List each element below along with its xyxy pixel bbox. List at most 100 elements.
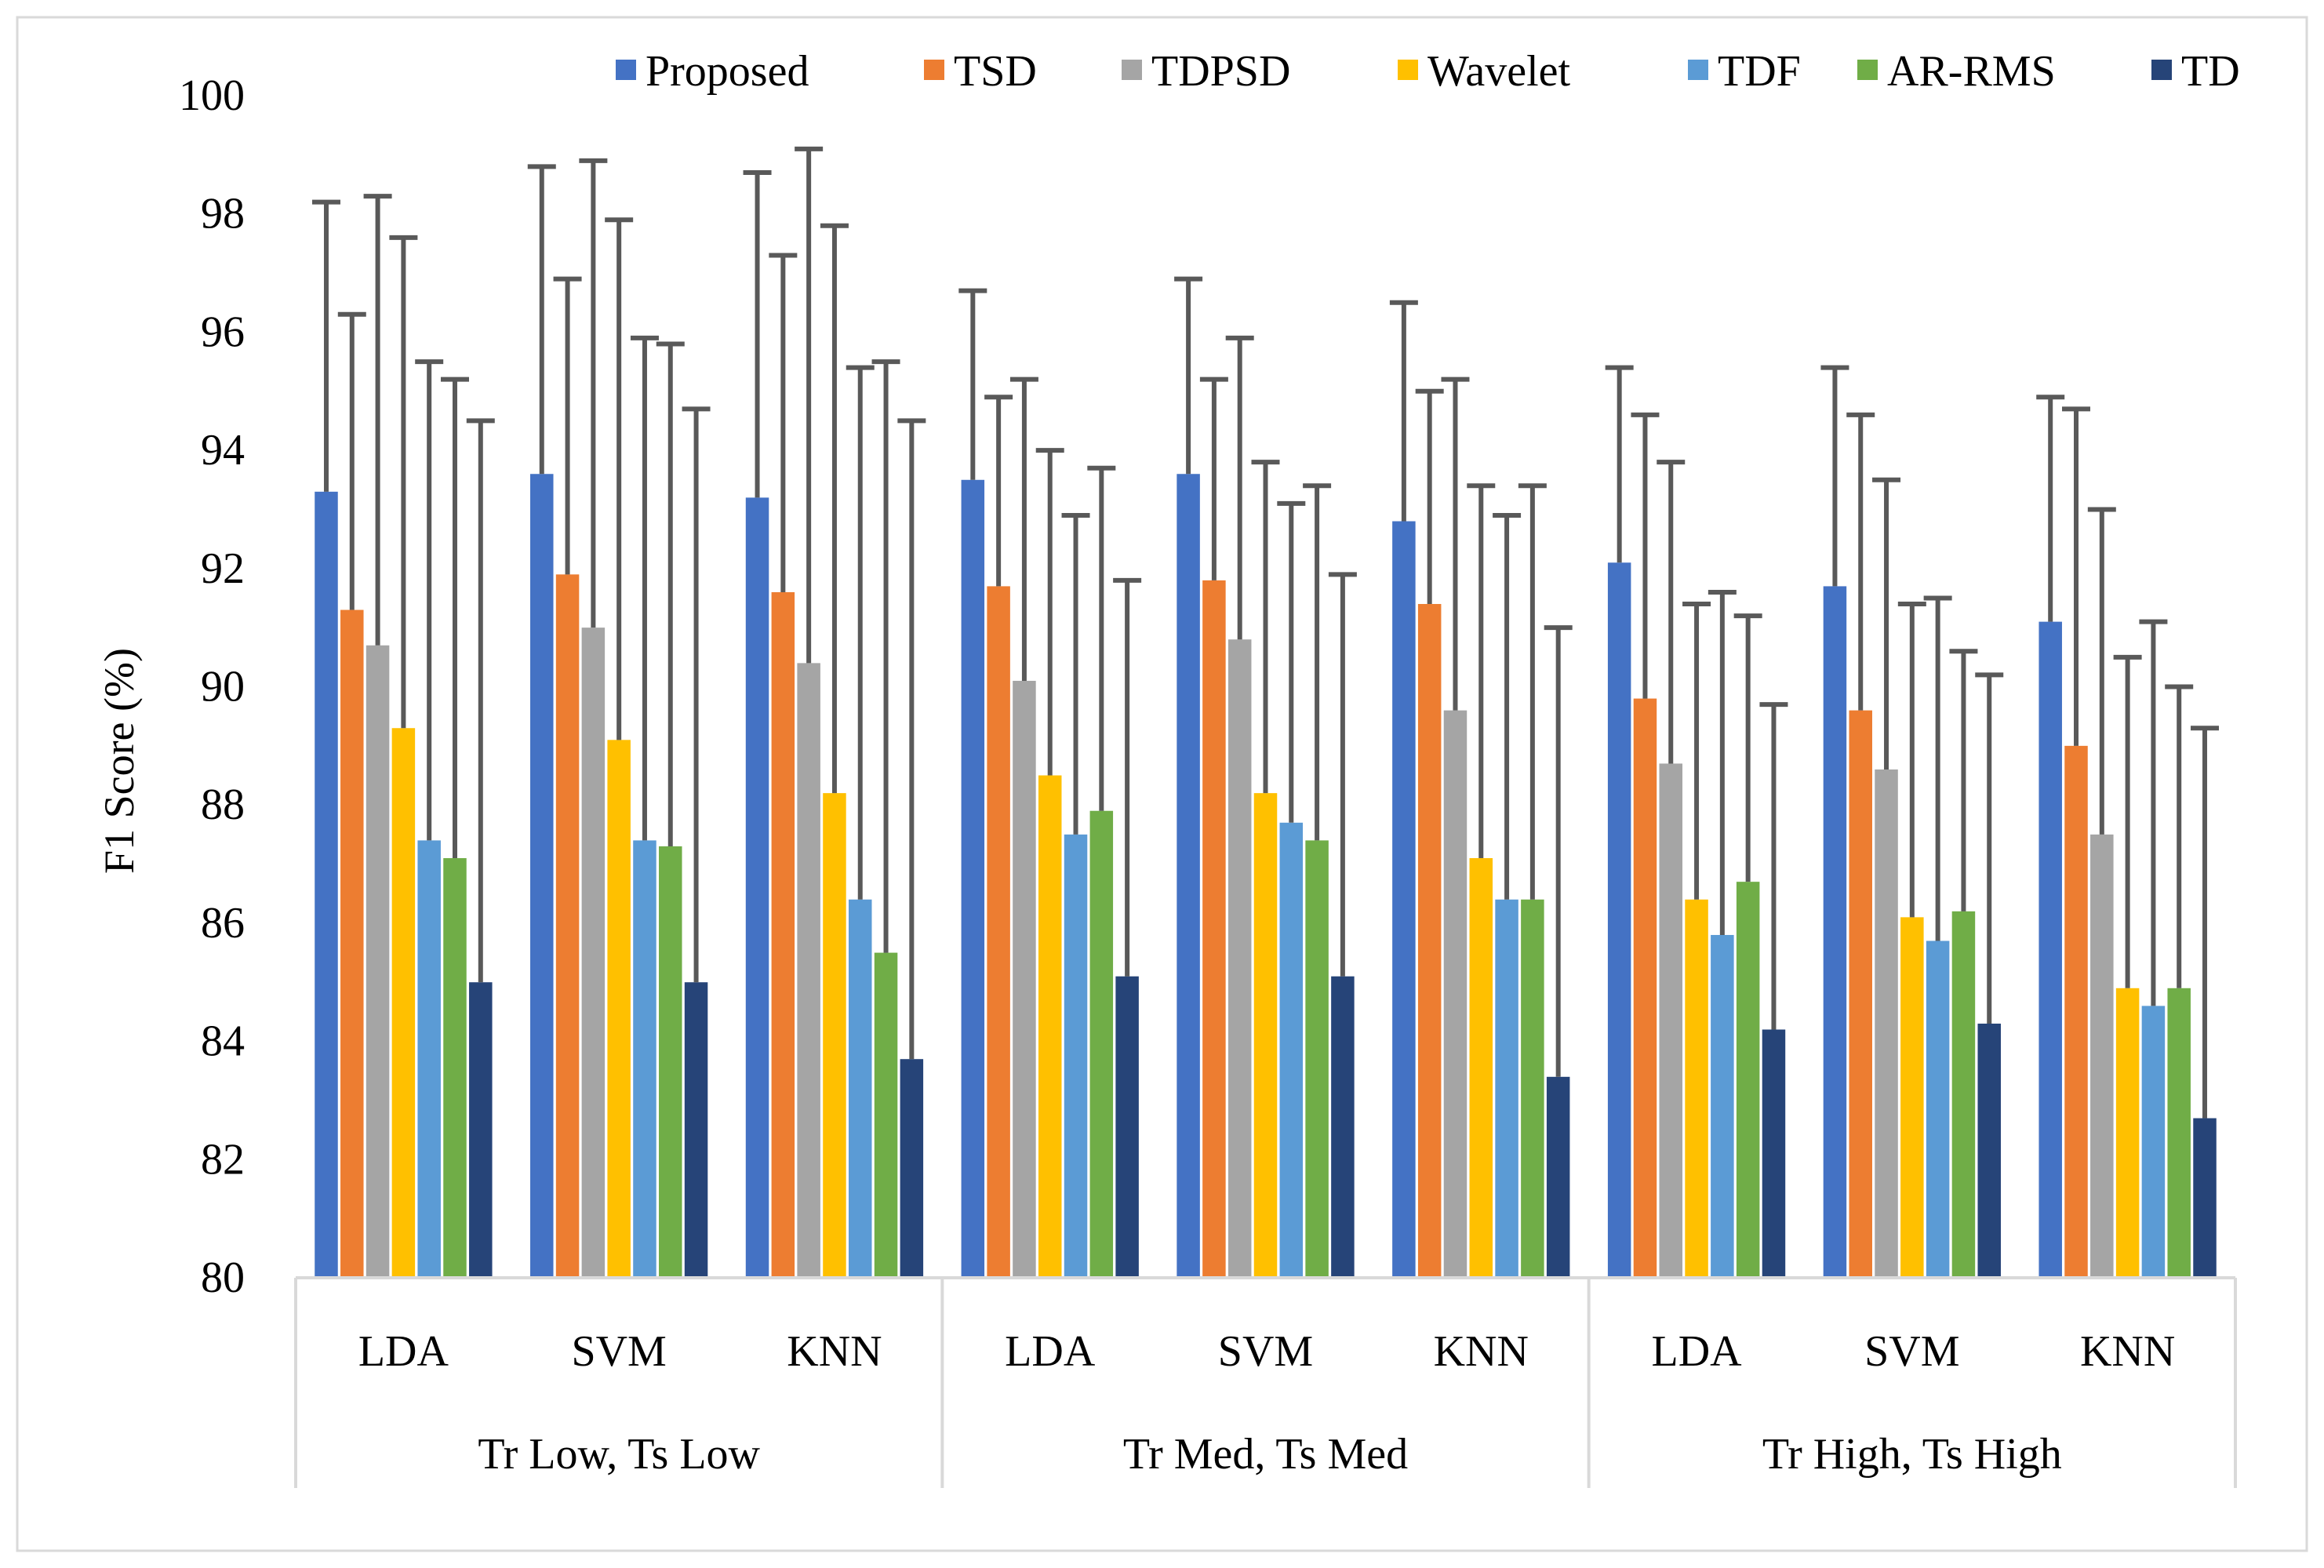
bar-tdpsd	[1013, 680, 1036, 1278]
bar-ar-rms	[1736, 882, 1760, 1278]
bar-tdpsd	[581, 628, 606, 1278]
bar-td	[1546, 1076, 1570, 1278]
bar-ar-rms	[659, 846, 682, 1278]
bar-tdf	[1495, 899, 1518, 1278]
x-tick-label: KNN	[2080, 1327, 2175, 1376]
error-bar	[1518, 483, 1547, 900]
bar-td	[1331, 976, 1355, 1278]
error-bar	[440, 377, 469, 859]
error-bar	[820, 223, 849, 794]
legend-label: TSD	[954, 47, 1037, 96]
y-tick-label: 98	[201, 190, 245, 238]
error-bar	[1277, 500, 1306, 823]
y-tick-label: 96	[201, 307, 245, 356]
error-bar	[1174, 276, 1203, 475]
error-bar	[1605, 365, 1634, 563]
legend-swatch	[1688, 60, 1708, 80]
error-bar	[2113, 654, 2142, 988]
error-bar	[682, 406, 711, 983]
x-tick-label: SVM	[1218, 1327, 1313, 1376]
bar-proposed	[1177, 474, 1200, 1278]
error-bar	[897, 418, 926, 1060]
error-bar	[527, 164, 556, 475]
legend-item: TD	[2151, 47, 2240, 96]
error-bar	[1009, 377, 1038, 681]
y-tick-label: 86	[201, 899, 245, 948]
x-group-label: Tr High, Ts High	[1762, 1430, 2062, 1479]
bar-tsd	[987, 586, 1010, 1278]
x-tick-label: LDA	[1005, 1327, 1096, 1376]
x-tick-label: SVM	[571, 1327, 666, 1376]
y-tick-label: 100	[179, 71, 245, 120]
bar-tsd	[555, 574, 580, 1278]
legend-item: TDPSD	[1122, 47, 1290, 96]
error-bar	[743, 169, 772, 498]
bar-proposed	[1607, 562, 1631, 1278]
legend-item: Wavelet	[1398, 47, 1570, 96]
bar-wavelet	[823, 793, 846, 1278]
legend-item: AR-RMS	[1857, 47, 2056, 96]
y-axis: 80 82 84 86 88 90 92 94 96 98 100	[179, 71, 245, 1302]
bar-ar-rms	[1951, 911, 1976, 1278]
bar-td	[1762, 1029, 1786, 1278]
bar-proposed	[530, 474, 554, 1278]
error-bar	[1467, 483, 1496, 859]
error-bar	[1897, 602, 1926, 918]
bar-tsd	[1202, 580, 1226, 1278]
bar-tdf	[2141, 1006, 2166, 1278]
error-bar	[311, 199, 340, 492]
legend-item: TDF	[1688, 47, 1801, 96]
error-bar	[871, 359, 900, 953]
error-bar	[1061, 512, 1090, 835]
error-bar	[579, 158, 608, 628]
error-bar	[1251, 460, 1280, 794]
bar-tdf	[848, 899, 872, 1278]
bar-tsd	[1417, 604, 1442, 1278]
bar-tdpsd	[1443, 710, 1468, 1278]
error-bar	[846, 365, 875, 900]
legend-label: TDF	[1718, 47, 1801, 96]
bar-tdpsd	[1659, 763, 1683, 1278]
x-tick-label: SVM	[1864, 1327, 1959, 1376]
bar-ar-rms	[2167, 988, 2191, 1278]
error-bar	[795, 146, 824, 664]
error-bar	[1733, 613, 1762, 882]
error-bar	[958, 288, 987, 480]
error-bar	[769, 253, 798, 592]
bar-tsd	[1849, 710, 1872, 1278]
error-bar	[337, 311, 366, 610]
error-bar	[2036, 395, 2065, 622]
x-axis: LDA SVM KNN LDA SVM KNN LDA SVM KNN Tr Low, Ts Lo…	[294, 1276, 2237, 1488]
bar-proposed	[745, 497, 769, 1278]
bar-ar-rms	[443, 858, 467, 1278]
bar-wavelet	[1038, 775, 1062, 1278]
error-bar	[2087, 507, 2116, 835]
error-bar	[656, 341, 685, 846]
error-bar	[1923, 595, 1952, 941]
error-bar	[1087, 465, 1116, 811]
bar-tdf	[633, 840, 656, 1278]
legend-swatch	[1857, 60, 1878, 80]
error-bars	[311, 146, 2220, 1119]
bar-td	[684, 982, 708, 1278]
bar-tsd	[2064, 745, 2088, 1278]
bar-wavelet	[2115, 988, 2140, 1278]
error-bar	[1708, 589, 1737, 935]
bar-tdf	[1064, 834, 1088, 1278]
error-bar	[605, 217, 634, 740]
error-bar	[1682, 602, 1711, 900]
bar-proposed	[1823, 586, 1847, 1278]
bar-tdpsd	[2090, 834, 2114, 1278]
error-bar	[1820, 365, 1849, 587]
bar-wavelet	[1900, 917, 1924, 1278]
error-bar	[553, 276, 582, 575]
legend-label: TD	[2181, 47, 2240, 96]
legend-item: Proposed	[616, 47, 809, 96]
error-bar	[1303, 483, 1332, 841]
bars	[315, 474, 2217, 1278]
bar-tdf	[1279, 822, 1304, 1278]
bar-td	[2193, 1118, 2217, 1278]
error-bar	[2191, 726, 2220, 1119]
x-tick-label: KNN	[1434, 1327, 1529, 1376]
bar-wavelet	[1253, 793, 1278, 1278]
